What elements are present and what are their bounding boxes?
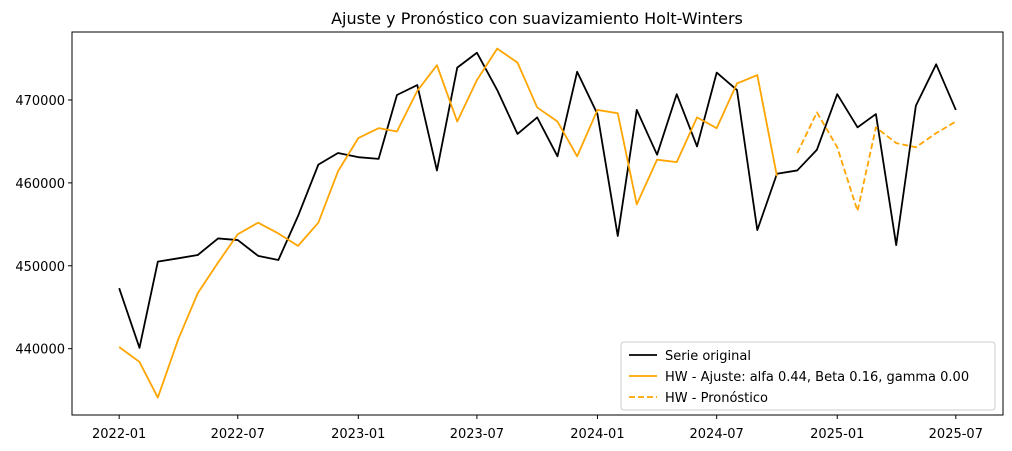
legend-label-1: Serie original <box>665 349 751 364</box>
legend-label-2: HW - Ajuste: alfa 0.44, Beta 0.16, gamma… <box>665 370 969 385</box>
series-line-2 <box>118 47 778 399</box>
x-tick-label: 2023-07 <box>450 427 504 442</box>
plot-area: 2022-01 2022-07 2023-01 2023-07 2024-01 2024-… <box>15 31 1004 442</box>
series-line-3 <box>796 111 957 212</box>
legend-box <box>620 341 996 411</box>
x-tick-label: 2025-07 <box>929 427 983 442</box>
x-tick-label: 2023-01 <box>331 427 385 442</box>
y-tick-label: 460000 <box>15 177 65 192</box>
x-tick-label: 2025-01 <box>810 427 864 442</box>
y-tick-label: 450000 <box>15 260 65 275</box>
y-tick-label: 440000 <box>15 343 65 358</box>
chart-title: Ajuste y Pronóstico con suavizamiento Ho… <box>331 9 743 28</box>
y-tick-label: 470000 <box>15 94 65 109</box>
legend-label-3: HW - Pronóstico <box>665 391 768 406</box>
series-line-1 <box>118 51 957 349</box>
x-tick-label: 2022-07 <box>211 427 265 442</box>
x-tick-label: 2022-01 <box>92 427 146 442</box>
legend: Serie original HW - Ajuste: alfa 0.44, Be… <box>620 341 996 411</box>
x-tick-label: 2024-01 <box>570 427 624 442</box>
axes-frame <box>71 31 1004 416</box>
x-tick-label: 2024-07 <box>690 427 744 442</box>
